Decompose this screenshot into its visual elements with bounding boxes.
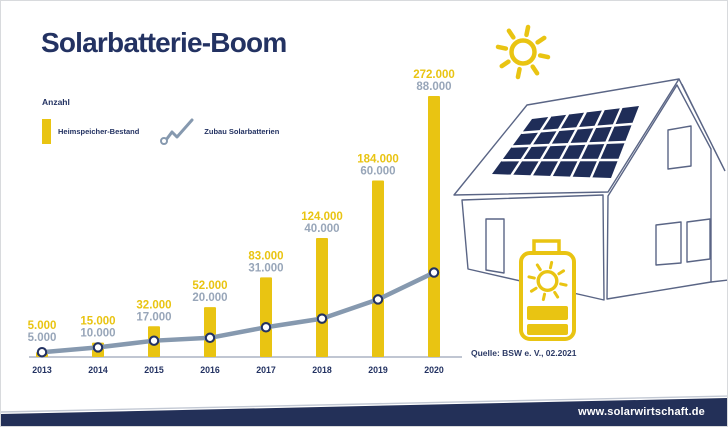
x-tick-2016: 2016 (200, 365, 220, 375)
x-tick-2020: 2020 (424, 365, 444, 375)
x-tick-2015: 2015 (144, 365, 164, 375)
line-series-label: Zubau Solarbatterien (204, 126, 280, 136)
roof-edge (678, 78, 726, 172)
gable-wall (606, 84, 712, 300)
battery-level-bar-2 (527, 324, 568, 335)
house-outline (453, 78, 727, 301)
x-tick-2014: 2014 (88, 365, 108, 375)
y-axis-label: Anzahl (42, 97, 70, 107)
bar-2018 (316, 238, 328, 357)
line-marker-2014 (92, 342, 104, 353)
battery-storage-icon (519, 239, 576, 341)
bar-series-swatch (42, 118, 51, 144)
chart-legend: Anzahl Heimspeicher-Bestand Zubau Solarb… (42, 97, 302, 146)
line-marker-2018 (316, 313, 328, 324)
x-tick-2018: 2018 (312, 365, 332, 375)
battery-sun-icon (527, 260, 568, 302)
bar-2020 (428, 96, 440, 357)
line-value-label-2013: 5.000 (28, 332, 57, 344)
page-title: Solarbatterie-Boom (41, 27, 287, 58)
line-marker-2019 (372, 294, 384, 305)
front-wall (461, 194, 605, 301)
bar-value-label-2015: 32.000 (136, 299, 171, 311)
footer-url: www.solarwirtschaft.de (578, 406, 705, 418)
sun-icon (495, 24, 551, 80)
bar-2015 (148, 326, 160, 357)
bar-value-label-2016: 52.000 (192, 280, 227, 292)
line-marker-2016 (204, 332, 216, 344)
line-marker-2015 (148, 335, 160, 346)
line-value-label-2017: 31.000 (248, 262, 283, 274)
door (485, 218, 505, 274)
line-marker-2017 (260, 322, 272, 333)
line-value-label-2018: 40.000 (304, 223, 339, 235)
battery-level-bar-1 (527, 306, 568, 320)
bar-value-label-2017: 83.000 (248, 250, 283, 262)
bar-value-label-2013: 5.000 (28, 320, 57, 332)
line-value-label-2016: 20.000 (192, 292, 227, 304)
line-series (41, 270, 435, 355)
roof (453, 78, 680, 196)
line-value-label-2019: 60.000 (360, 165, 395, 177)
bar-value-label-2020: 272.000 (413, 69, 455, 81)
window-right (686, 218, 711, 263)
bar-2016 (204, 307, 216, 357)
gable-window (667, 125, 692, 170)
solar-panel (492, 106, 639, 179)
window-left (655, 221, 682, 266)
source-note: Quelle: BSW e. V., 02.2021 (471, 348, 577, 358)
bar-value-label-2014: 15.000 (80, 315, 115, 327)
x-tick-2017: 2017 (256, 365, 276, 375)
line-value-label-2020: 88.000 (416, 81, 451, 93)
bar-series-label: Heimspeicher-Bestand (58, 126, 140, 136)
bar-2017 (260, 277, 272, 357)
bar-value-label-2019: 184.000 (357, 153, 399, 165)
roof-edge-inner (681, 83, 724, 168)
line-marker-2013 (36, 346, 48, 358)
line-marker-2020 (428, 267, 440, 278)
bar-2014 (92, 342, 104, 357)
line-series-icon (160, 118, 194, 145)
x-tick-2019: 2019 (368, 365, 388, 375)
bar-2019 (372, 180, 384, 357)
x-tick-2013: 2013 (32, 365, 52, 375)
ground-line (710, 279, 727, 283)
line-value-label-2014: 10.000 (80, 327, 115, 339)
line-value-label-2015: 17.000 (136, 311, 171, 323)
bar-2013 (36, 352, 48, 357)
bar-value-label-2018: 124.000 (301, 211, 343, 223)
